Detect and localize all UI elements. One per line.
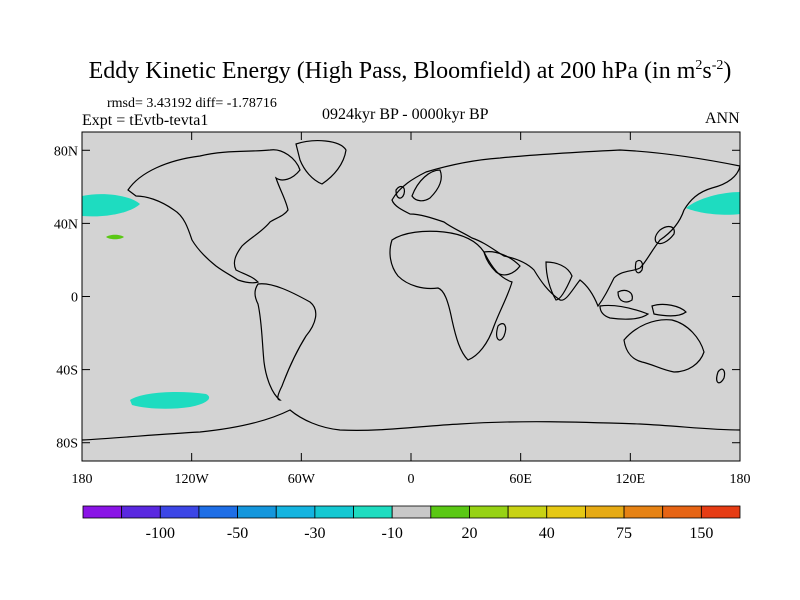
coast-south-america: [254, 283, 317, 401]
colorbar-box-10: [469, 505, 509, 519]
coast-indonesia: [599, 304, 650, 320]
lon-label-6: 180: [730, 472, 751, 487]
colorbar-box-9: [430, 505, 470, 519]
lon-label-0: 180: [72, 472, 93, 487]
map-title: Eddy Kinetic Energy (High Pass, Bloomfie…: [88, 58, 732, 84]
colorbar-box-4: [237, 505, 277, 519]
colorbar-box-11: [507, 505, 548, 519]
coast-uk: [395, 185, 405, 199]
anomaly-region-positive: [106, 234, 124, 240]
lon-label-5: 120E: [616, 472, 646, 487]
colorbar-label-6: 75: [616, 525, 632, 542]
anomaly-region-north-pacific-west: [82, 194, 140, 217]
colorbar-label-2: -30: [304, 525, 325, 542]
lon-label-1: 120W: [175, 472, 210, 487]
coast-greenland: [295, 140, 347, 185]
colorbar-box-8: [391, 505, 432, 519]
coast-borneo: [617, 289, 633, 303]
colorbar-label-7: 150: [689, 525, 713, 542]
stats-text: rmsd= 3.43192 diff= -1.78716: [107, 96, 277, 111]
lon-label-2: 60W: [288, 472, 316, 487]
coast-australia: [623, 319, 705, 373]
colorbar-box-1: [121, 505, 161, 519]
lat-label-0: 80N: [54, 144, 78, 159]
coast-india: [545, 261, 573, 301]
coast-new-guinea: [651, 303, 687, 317]
longitude-axis: 180 120W 60W 0 60E 120E 180: [72, 132, 751, 487]
latitude-axis: 80N 40N 0 40S 80S: [54, 144, 740, 452]
colorbar-label-1: -50: [227, 525, 248, 542]
colorbar-box-5: [275, 505, 316, 519]
colorbar-label-4: 20: [461, 525, 477, 542]
coast-philippines: [634, 259, 644, 274]
coast-north-america: [127, 149, 301, 284]
colorbar: -100 -50 -30 -10 20 40 75 150: [82, 505, 741, 542]
period-label: 0924kyr BP - 0000kyr BP: [322, 106, 489, 123]
lat-label-4: 80S: [56, 437, 78, 452]
experiment-label: Expt = tEvtb-tevta1: [82, 112, 209, 129]
colorbar-box-16: [700, 505, 741, 519]
colorbar-box-3: [198, 505, 238, 519]
coast-japan: [654, 225, 675, 245]
lat-label-1: 40N: [54, 217, 78, 232]
lon-label-3: 0: [408, 472, 415, 487]
colorbar-box-13: [585, 505, 625, 519]
anomaly-region-south-pacific: [130, 392, 210, 409]
coast-scandinavia: [411, 169, 442, 202]
colorbar-box-2: [159, 505, 200, 519]
anomaly-layer: [82, 192, 740, 409]
lat-label-2: 0: [71, 291, 78, 306]
lon-label-4: 60E: [509, 472, 532, 487]
colorbar-label-3: -10: [382, 525, 403, 542]
coast-eurasia: [391, 149, 740, 308]
colorbar-label-5: 40: [539, 525, 555, 542]
lat-label-3: 40S: [56, 364, 78, 379]
season-label: ANN: [705, 110, 740, 127]
colorbar-box-14: [623, 505, 664, 519]
coast-antarctica: [82, 409, 740, 441]
colorbar-box-15: [662, 505, 702, 519]
coast-arabia: [483, 251, 521, 276]
coastlines: [82, 140, 740, 441]
coast-madagascar: [496, 323, 507, 341]
coast-africa: [389, 230, 513, 361]
coast-new-zealand: [716, 368, 726, 384]
colorbar-box-12: [546, 505, 586, 519]
anomaly-region-north-pacific-east: [686, 192, 740, 215]
colorbar-box-0: [82, 505, 123, 519]
colorbar-box-7: [353, 505, 393, 519]
colorbar-label-0: -100: [146, 525, 175, 542]
colorbar-box-6: [314, 505, 354, 519]
